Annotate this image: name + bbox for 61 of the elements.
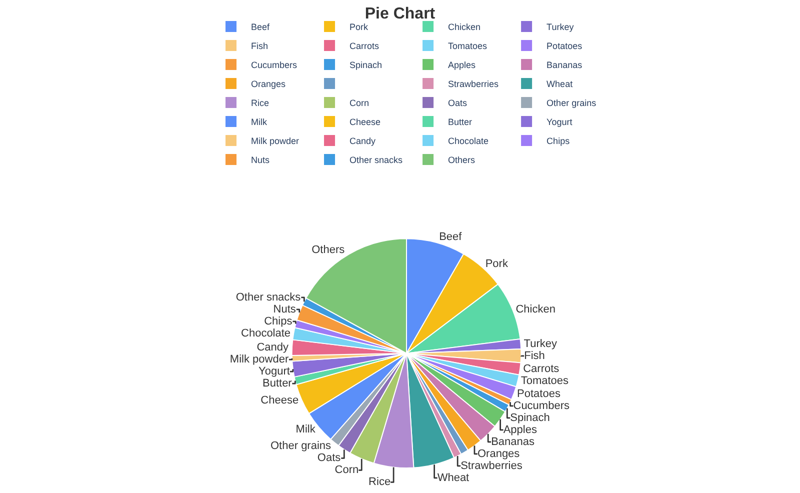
slice-label: Bananas [491,436,536,448]
legend-label: Pork [350,22,369,32]
slice-label: Chocolate [241,327,291,340]
legend-label: Spinach [350,60,382,70]
legend-label: Rice [251,98,270,108]
legend-label: Other grains [546,98,597,108]
legend-label: Milk [251,117,268,128]
slice-label: Corn [334,464,359,476]
legend-label: Tomatoes [448,41,488,52]
slice-label: Tomatoes [520,375,570,388]
legend-label: Candy [350,136,376,146]
legend-label: Chips [546,136,570,146]
legend-label: Apples [448,60,476,70]
slice-label: Others [312,244,346,256]
category-label: Other grains [270,440,332,452]
slice-label: Beef [439,230,463,243]
slice-label: Spinach [510,412,550,424]
legend-label: Fish [251,41,268,52]
legend-label: Wheat [546,79,574,90]
slice-label: Other snacks [236,291,302,304]
legend-label: Others [448,155,476,166]
slice-label: Nuts [273,303,296,316]
legend-label: Oats [448,98,468,108]
slice-label: Milk [296,424,316,436]
legend-label: Corn [350,98,370,108]
slice-label: Apples [503,424,538,436]
slice-label: Chicken [516,303,556,316]
slice-label: Pork [485,258,508,270]
slice-label: Oats [317,452,342,464]
legend-label: Chicken [448,22,481,32]
legend-label: Turkey [546,22,574,32]
slice-label: Oranges [477,448,520,460]
chart-title: Pie Chart [364,6,436,23]
legend-label: Other snacks [350,155,404,166]
slice-label: Fish [524,350,545,362]
category-label: Carrots [523,362,560,375]
slice-label: Cucumbers [513,400,570,412]
legend-label: Oranges [251,79,286,90]
legend-label: Potatoes [546,41,583,52]
legend-label: Beef [251,22,270,32]
slice-label: Candy [256,342,289,354]
slice-label: Yogurt [258,366,290,378]
slice-label: Chips [264,315,293,328]
legend-label: Nuts [251,155,270,166]
slice-label: Milk powder [230,354,289,366]
legend-label: Cheese [350,117,381,128]
slice-label: Strawberries [460,460,523,472]
slice-label: Butter [262,378,292,390]
slice-label: Rice [368,476,391,488]
slice-label: Cheese [260,394,299,407]
legend-label: Carrots [350,41,380,52]
legend-label: Butter [448,117,472,128]
legend-label: Strawberries [448,79,500,90]
category-label: Turkey [524,338,557,350]
legend-label: Milk powder [251,136,300,146]
legend-label: Cucumbers [251,60,298,70]
legend-label: Bananas [546,60,583,70]
slice-label: Wheat [437,472,470,484]
legend-label: Chocolate [448,136,489,146]
legend-label: Yogurt [546,117,573,128]
slice-label: Potatoes [517,388,561,400]
